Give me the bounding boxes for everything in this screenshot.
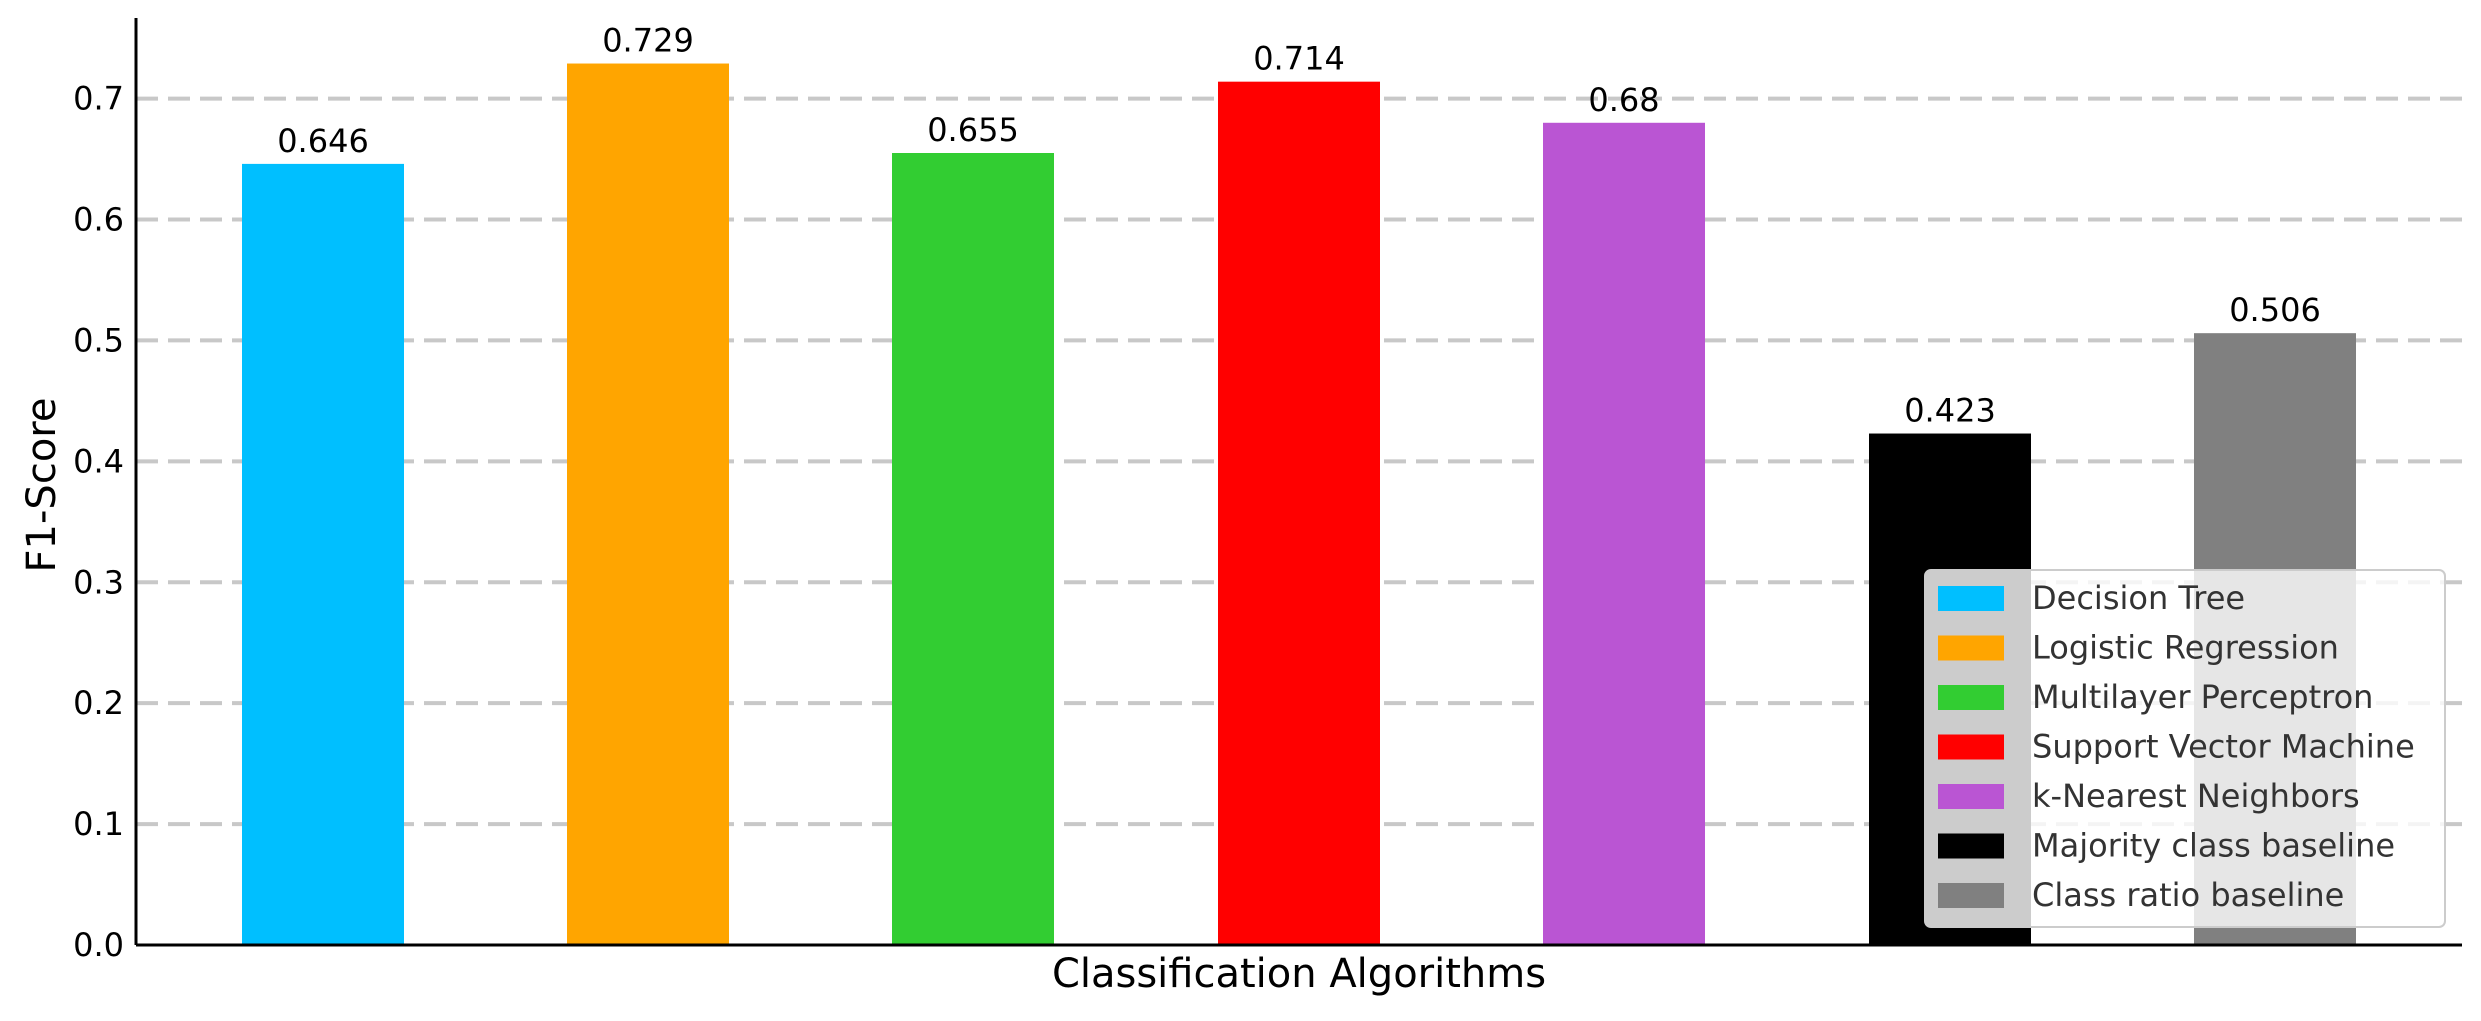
- x-axis-title: Classification Algorithms: [1052, 951, 1546, 997]
- legend: Decision Tree Logistic Regression Multilay…: [1924, 569, 2446, 928]
- axes: [134, 18, 2462, 947]
- y-tick-labels: 0.0 0.1 0.2 0.3 0.4 0.5 0.6 0.7: [73, 80, 124, 964]
- legend-swatch: [1938, 883, 2004, 908]
- legend-item: Decision Tree: [1938, 579, 2245, 617]
- legend-items: Decision Tree Logistic Regression Multilay…: [1938, 579, 2415, 914]
- y-tick-label: 0.6: [73, 201, 124, 239]
- bar-multilayer-perceptron: [892, 153, 1054, 945]
- legend-swatch: [1938, 685, 2004, 710]
- bar-value-label: 0.646: [277, 122, 369, 160]
- legend-label: Multilayer Perceptron: [2032, 678, 2373, 716]
- legend-label: Majority class baseline: [2032, 827, 2395, 865]
- legend-frame: [1924, 569, 2446, 928]
- legend-item: Majority class baseline: [1938, 827, 2395, 865]
- y-tick-label: 0.3: [73, 563, 124, 601]
- bar-value-label: 0.68: [1588, 81, 1659, 119]
- bar-support-vector-machine: [1218, 81, 1380, 945]
- legend-item: Support Vector Machine: [1938, 728, 2415, 766]
- legend-label: Decision Tree: [2032, 579, 2245, 617]
- legend-label: Logistic Regression: [2032, 629, 2339, 667]
- y-tick-label: 0.1: [73, 805, 124, 843]
- bar-k-nearest-neighbors: [1543, 122, 1705, 946]
- bar-decision-tree: [242, 163, 404, 945]
- bar-value-label: 0.506: [2229, 291, 2321, 329]
- legend-swatch: [1938, 635, 2004, 661]
- y-axis-title: F1-Score: [19, 398, 65, 573]
- bar-value-label: 0.729: [602, 22, 694, 60]
- legend-item: Class ratio baseline: [1938, 876, 2344, 914]
- legend-item: Logistic Regression: [1938, 629, 2339, 667]
- bar-value-label: 0.714: [1253, 40, 1345, 78]
- bar-value-label: 0.423: [1904, 392, 1996, 430]
- bar-value-labels: 0.646 0.729 0.655 0.714 0.68 0.423 0.506: [277, 22, 2321, 430]
- legend-label: k-Nearest Neighbors: [2032, 777, 2360, 815]
- legend-label: Class ratio baseline: [2032, 876, 2344, 914]
- y-tick-label: 0.2: [73, 684, 124, 722]
- legend-swatch: [1938, 734, 2004, 760]
- legend-item: Multilayer Perceptron: [1938, 678, 2373, 716]
- legend-swatch: [1938, 586, 2004, 611]
- legend-swatch: [1938, 833, 2004, 859]
- y-tick-label: 0.7: [73, 80, 124, 118]
- y-tick-label: 0.0: [73, 926, 124, 964]
- y-tick-label: 0.4: [73, 442, 124, 480]
- bar-logistic-regression: [567, 63, 729, 945]
- bar-value-label: 0.655: [927, 111, 1019, 149]
- legend-item: k-Nearest Neighbors: [1938, 777, 2360, 815]
- y-tick-label: 0.5: [73, 321, 124, 359]
- legend-swatch: [1938, 784, 2004, 809]
- legend-label: Support Vector Machine: [2032, 728, 2415, 766]
